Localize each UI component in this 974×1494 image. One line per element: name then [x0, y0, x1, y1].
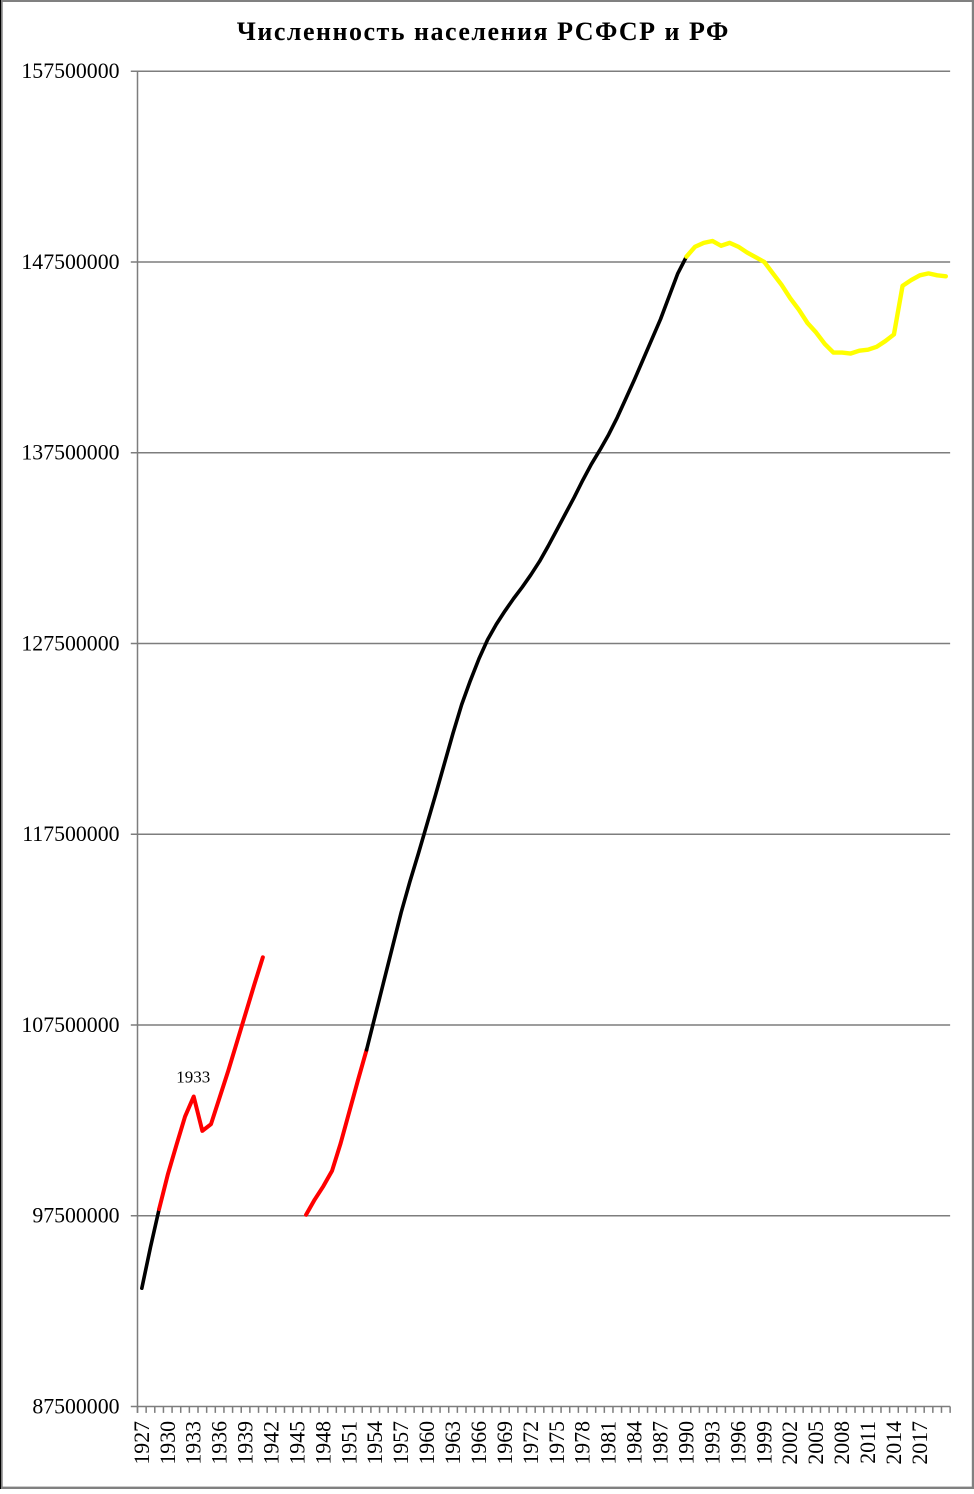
svg-text:87500000: 87500000	[32, 1395, 119, 1419]
svg-text:Численность населения РСФСР и: Численность населения РСФСР и РФ	[237, 17, 730, 46]
svg-text:1954: 1954	[363, 1421, 387, 1465]
svg-text:157500000: 157500000	[21, 59, 119, 83]
svg-text:107500000: 107500000	[21, 1013, 119, 1037]
svg-text:1933: 1933	[182, 1421, 206, 1465]
svg-text:1942: 1942	[260, 1421, 284, 1465]
svg-text:1948: 1948	[311, 1421, 335, 1465]
svg-text:1945: 1945	[285, 1421, 309, 1465]
svg-text:1972: 1972	[519, 1421, 543, 1465]
svg-text:1996: 1996	[726, 1421, 750, 1465]
svg-text:1999: 1999	[752, 1421, 776, 1465]
svg-text:2017: 2017	[908, 1421, 932, 1465]
svg-text:2005: 2005	[804, 1421, 828, 1465]
svg-text:137500000: 137500000	[21, 441, 119, 465]
svg-text:1927: 1927	[130, 1421, 154, 1465]
svg-text:1993: 1993	[700, 1421, 724, 1465]
svg-text:1990: 1990	[674, 1421, 698, 1465]
svg-text:1978: 1978	[571, 1421, 595, 1465]
svg-text:1975: 1975	[545, 1421, 569, 1465]
svg-text:1936: 1936	[208, 1421, 232, 1465]
svg-text:117500000: 117500000	[22, 822, 119, 846]
svg-text:1933: 1933	[176, 1068, 210, 1087]
svg-text:1930: 1930	[156, 1421, 180, 1465]
svg-text:1960: 1960	[415, 1421, 439, 1465]
svg-text:2002: 2002	[778, 1421, 802, 1465]
svg-text:1981: 1981	[597, 1421, 621, 1465]
svg-text:1963: 1963	[441, 1421, 465, 1465]
svg-text:1951: 1951	[337, 1421, 361, 1465]
svg-text:1987: 1987	[649, 1421, 673, 1465]
svg-text:2014: 2014	[882, 1421, 906, 1465]
svg-text:127500000: 127500000	[21, 632, 119, 656]
svg-text:2008: 2008	[830, 1421, 854, 1465]
svg-text:1939: 1939	[234, 1421, 258, 1465]
svg-text:2011: 2011	[856, 1421, 880, 1464]
svg-text:97500000: 97500000	[32, 1204, 119, 1228]
svg-text:1969: 1969	[493, 1421, 517, 1465]
svg-text:1984: 1984	[623, 1421, 647, 1465]
svg-text:147500000: 147500000	[21, 250, 119, 274]
svg-text:1957: 1957	[389, 1421, 413, 1465]
svg-text:1966: 1966	[467, 1421, 491, 1465]
